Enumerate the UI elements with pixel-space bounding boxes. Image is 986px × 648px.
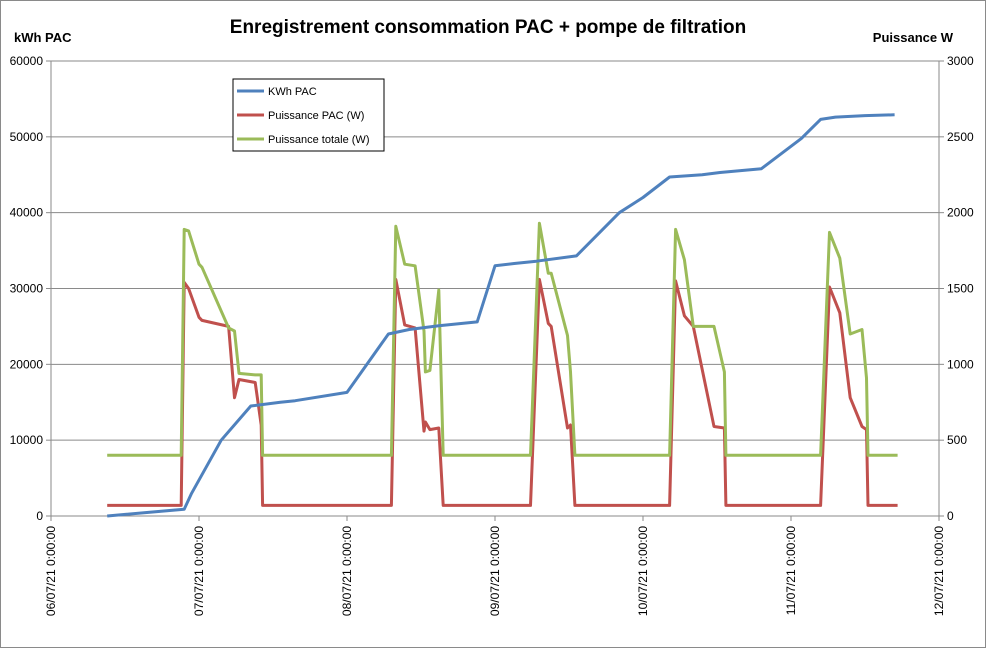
- y-tick-label-left: 40000: [10, 206, 44, 220]
- x-tick-label: 09/07/21 0:00:00: [488, 526, 502, 616]
- series-layer: [107, 113, 898, 518]
- series-line-puissance-totale-w: [107, 221, 898, 457]
- y-tick-label-left: 20000: [10, 357, 44, 371]
- x-tick-label: 12/07/21 0:00:00: [932, 526, 946, 616]
- y-tick-label-right: 1500: [947, 282, 974, 296]
- y-tick-label-right: 3000: [947, 54, 974, 68]
- y-tick-label-right: 2000: [947, 206, 974, 220]
- y-tick-label-right: 2500: [947, 130, 974, 144]
- y-axis-title-right: Puissance W: [873, 30, 954, 45]
- series-line-puissance-pac-w: [107, 277, 898, 507]
- grid-layer: [51, 136, 939, 441]
- chart-title: Enregistrement consommation PAC + pompe …: [230, 17, 746, 38]
- y-tick-label-left: 30000: [10, 282, 44, 296]
- y-axis-title-left: kWh PAC: [14, 30, 72, 45]
- y-tick-label-right: 500: [947, 433, 967, 447]
- y-tick-label-left: 50000: [10, 130, 44, 144]
- y-tick-label-left: 0: [36, 509, 43, 523]
- x-tick-label: 07/07/21 0:00:00: [192, 526, 206, 616]
- series-line-kwh-pac: [107, 113, 895, 518]
- legend-label-puissance-totale: Puissance totale (W): [268, 134, 369, 146]
- y-tick-label-right: 0: [947, 509, 954, 523]
- legend-label-kwh-pac: KWh PAC: [268, 86, 317, 98]
- x-tick-label: 10/07/21 0:00:00: [636, 526, 650, 616]
- x-tick-label: 06/07/21 0:00:00: [44, 526, 58, 616]
- y-tick-label-left: 10000: [10, 433, 44, 447]
- legend: KWh PAC Puissance PAC (W) Puissance tota…: [232, 78, 385, 152]
- x-tick-label: 08/07/21 0:00:00: [340, 526, 354, 616]
- y-tick-label-left: 60000: [10, 54, 44, 68]
- legend-label-puissance-pac: Puissance PAC (W): [268, 110, 364, 122]
- x-tick-label: 11/07/21 0:00:00: [784, 526, 798, 616]
- axis-layer: 0 10000 20000 30000 40000 50000 60000 0 500 1000 1…: [10, 54, 974, 616]
- y-tick-label-right: 1000: [947, 357, 974, 371]
